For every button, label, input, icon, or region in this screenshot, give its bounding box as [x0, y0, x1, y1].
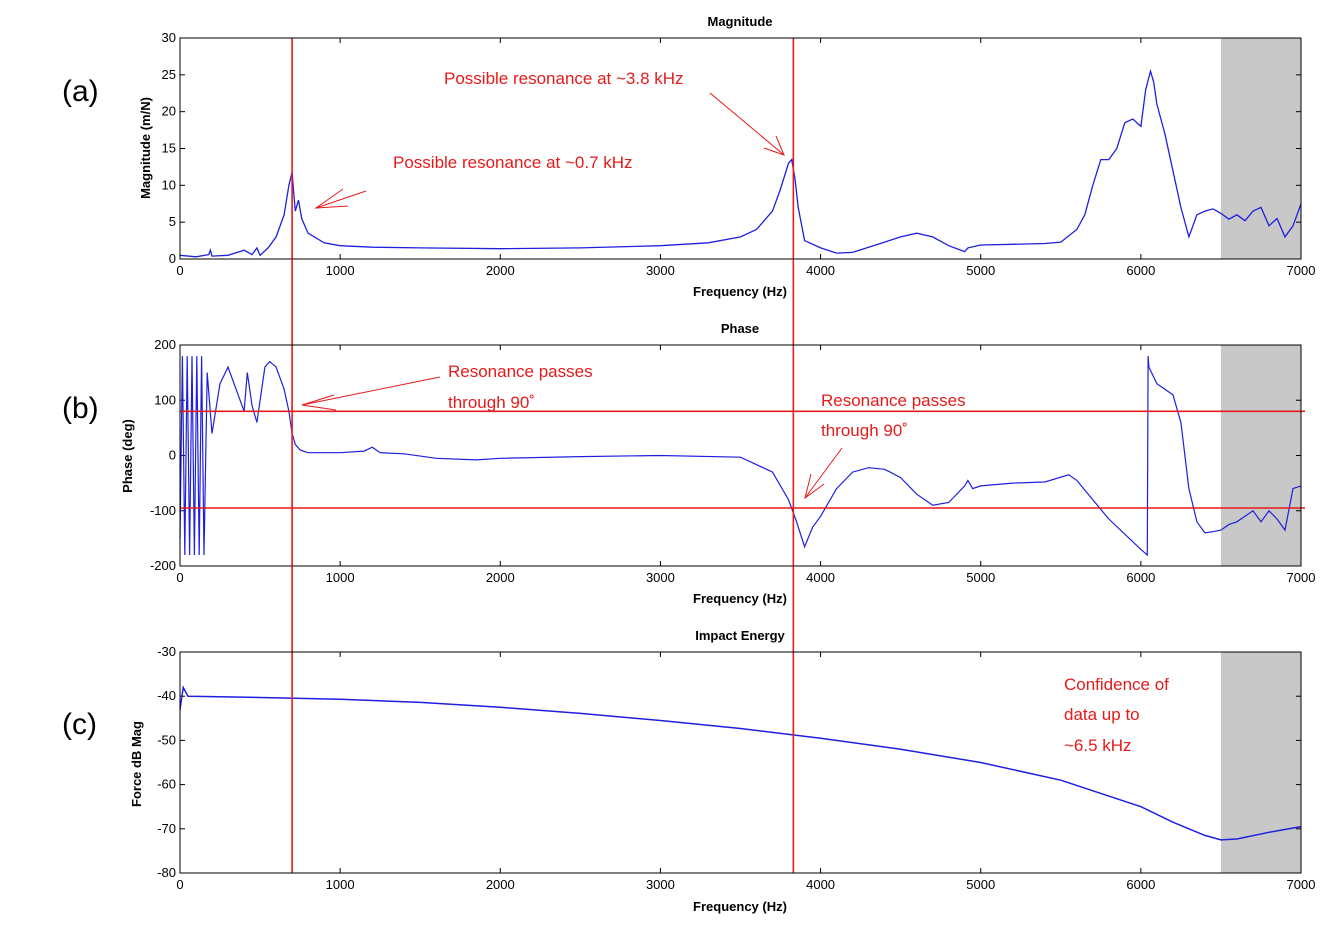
y-tick-label: 5	[169, 214, 176, 229]
annotation-resonance-0-7khz: Possible resonance at ~0.7 kHz	[393, 153, 633, 172]
x-tick-label: 1000	[326, 263, 355, 278]
impact-energy-series-line	[179, 685, 1302, 841]
annotation-resonance-3-8khz: Possible resonance at ~3.8 kHz	[444, 69, 684, 88]
x-tick-label: 0	[176, 570, 183, 585]
confidence-shaded-region	[1220, 345, 1301, 566]
y-axis-label: Magnitude (m/N)	[138, 97, 153, 199]
panel-label: (b)	[62, 392, 99, 425]
annotation-resonance-90-right-line1: Resonance passes	[821, 391, 966, 410]
y-tick-label: 100	[154, 392, 176, 407]
y-tick-label: -60	[157, 777, 176, 792]
x-tick-label: 2000	[486, 263, 515, 278]
x-tick-label: 5000	[966, 877, 995, 892]
annotation-arrows	[314, 92, 785, 209]
y-tick-label: -30	[157, 644, 176, 659]
magnitude-series-line	[179, 68, 1302, 258]
x-tick-label: 1000	[326, 570, 355, 585]
confidence-shaded-region	[1220, 38, 1301, 259]
y-tick-label: 20	[162, 104, 176, 119]
y-tick-label: -70	[157, 821, 176, 836]
y-tick-label: -80	[157, 865, 176, 880]
annotation-resonance-90-left-line2: through 90˚	[448, 393, 535, 412]
x-tick-label: 4000	[806, 877, 835, 892]
y-tick-label: -100	[150, 503, 176, 518]
reference-hlines	[180, 410, 1305, 509]
magnitude-panel: (a) Magnitude Frequency (Hz) Magnitude (…	[62, 14, 1315, 299]
tick-labels: 0 1000 2000 3000 4000 5000 6000 7000 -200 -100 0 10…	[150, 337, 1315, 585]
annotation-resonance-90-left-line1: Resonance passes	[448, 362, 593, 381]
x-tick-label: 0	[176, 263, 183, 278]
y-tick-label: 10	[162, 177, 176, 192]
panel-label: (a)	[62, 75, 99, 108]
x-tick-label: 5000	[966, 263, 995, 278]
annotation-confidence-line1: Confidence of	[1064, 675, 1169, 694]
x-tick-label: 0	[176, 877, 183, 892]
x-tick-label: 4000	[806, 263, 835, 278]
tick-labels: 0 1000 2000 3000 4000 5000 6000 7000 -80 -70 -60 -5…	[157, 644, 1315, 892]
y-tick-label: 25	[162, 67, 176, 82]
plot-frame	[179, 37, 1302, 260]
reference-lines	[291, 566, 795, 873]
phase-panel: (b) Phase Frequency (Hz) Phase (deg) 0 10…	[62, 259, 1315, 606]
confidence-shaded-region	[1220, 652, 1301, 873]
x-tick-label: 7000	[1287, 263, 1316, 278]
tick-labels: 0 1000 2000 3000 4000 5000 6000 7000 0 5 10 15 20 25 3…	[162, 30, 1316, 278]
annotation-confidence-line3: ~6.5 kHz	[1064, 736, 1132, 755]
plot-frame	[179, 651, 1302, 874]
x-tick-label: 4000	[806, 570, 835, 585]
x-axis-label: Frequency (Hz)	[693, 284, 787, 299]
x-tick-label: 7000	[1287, 877, 1316, 892]
annotation-arrows	[301, 376, 843, 500]
chart-title: Phase	[721, 321, 759, 336]
impact-energy-panel: (c) Impact Energy Frequency (Hz) Force d…	[62, 566, 1315, 914]
reference-lines	[291, 259, 795, 566]
y-tick-label: 15	[162, 141, 176, 156]
x-axis-label: Frequency (Hz)	[693, 591, 787, 606]
y-tick-label: 30	[162, 30, 176, 45]
plot-frame	[179, 344, 1302, 567]
x-tick-label: 1000	[326, 877, 355, 892]
y-tick-label: -50	[157, 732, 176, 747]
x-tick-label: 5000	[966, 570, 995, 585]
y-axis-label: Force dB Mag	[129, 721, 144, 807]
y-tick-label: 0	[169, 448, 176, 463]
chart-title: Impact Energy	[695, 628, 785, 643]
annotation-resonance-90-right-line2: through 90˚	[821, 421, 908, 440]
x-tick-label: 2000	[486, 877, 515, 892]
x-tick-label: 6000	[1126, 570, 1155, 585]
y-tick-label: 0	[169, 251, 176, 266]
x-tick-label: 3000	[646, 877, 675, 892]
y-axis-label: Phase (deg)	[120, 419, 135, 493]
annotation-confidence-line2: data up to	[1064, 705, 1140, 724]
reference-lines	[291, 38, 795, 259]
x-tick-label: 7000	[1287, 570, 1316, 585]
x-axis-label: Frequency (Hz)	[693, 899, 787, 914]
y-tick-label: -200	[150, 558, 176, 573]
y-tick-label: -40	[157, 688, 176, 703]
chart-title: Magnitude	[708, 14, 773, 29]
panel-label: (c)	[62, 708, 97, 741]
y-tick-label: 200	[154, 337, 176, 352]
x-tick-label: 6000	[1126, 877, 1155, 892]
phase-series-line	[179, 356, 1302, 557]
x-tick-label: 3000	[646, 263, 675, 278]
x-tick-label: 6000	[1126, 263, 1155, 278]
x-tick-label: 2000	[486, 570, 515, 585]
x-tick-label: 3000	[646, 570, 675, 585]
